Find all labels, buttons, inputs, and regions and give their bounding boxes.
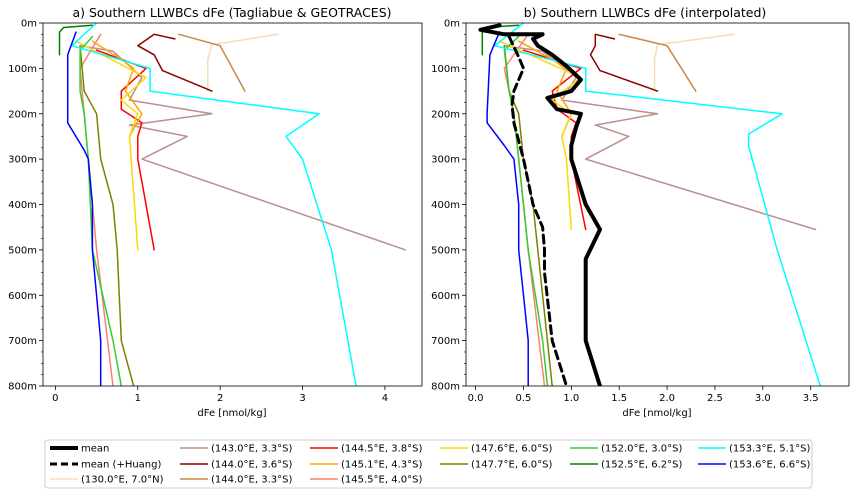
- legend-label: (153.6°E, 6.6°S): [729, 460, 810, 471]
- panel-b-series-5: [517, 40, 573, 138]
- panel-a-series-1: [79, 44, 407, 251]
- panel-b-title: b) Southern LLWBCs dFe (interpolated): [524, 5, 767, 20]
- panel-a-title: a) Southern LLWBCs dFe (Tagliabue & GEOT…: [72, 5, 391, 20]
- legend-label: mean: [81, 444, 109, 455]
- legend-label: (152.0°E, 3.0°S): [601, 444, 682, 455]
- panel-a-ytick-label: 200m: [8, 109, 37, 120]
- panel-a-ytick-label: 800m: [8, 382, 37, 393]
- legend-label: (147.6°E, 6.0°S): [471, 444, 552, 455]
- panel-b-ytick-label: 800m: [431, 382, 460, 393]
- panel-b-xtick-label: 1.0: [563, 393, 579, 404]
- panel-a-xtick-label: 2: [217, 393, 223, 404]
- panel-b-ytick-label: 0m: [444, 19, 460, 30]
- panel-b-xtick-label: 0.0: [468, 393, 484, 404]
- panel-b-series-9: [503, 35, 549, 386]
- panel-a-series-12: [66, 31, 102, 386]
- panel-a-series-6: [79, 33, 114, 386]
- panel-b: b) Southern LLWBCs dFe (interpolated) 0.…: [431, 5, 850, 419]
- legend-label: (153.3°E, 5.1°S): [729, 444, 810, 455]
- panel-b-ytick-label: 400m: [431, 200, 460, 211]
- panel-b-series-1: [503, 44, 817, 231]
- panel-a-ytick-label: 300m: [8, 155, 37, 166]
- panel-b-series-12: [486, 31, 529, 386]
- panel-a-xtick-label: 1: [135, 393, 141, 404]
- legend-label: (130.0°E, 7.0°N): [81, 475, 164, 486]
- panel-b-series-2: [589, 33, 659, 92]
- legend-label: (147.7°E, 6.0°S): [471, 460, 552, 471]
- panel-a-ytick-label: 400m: [8, 200, 37, 211]
- panel-b-series-14: [507, 35, 568, 386]
- legend: mean mean (+Huang) (130.0°E, 7.0°N) (143.0°…: [44, 439, 813, 489]
- panel-b-series-0: [653, 33, 735, 92]
- panel-b-series-11: [493, 23, 822, 386]
- panel-b-xlabel: dFe [nmol/kg]: [622, 408, 691, 419]
- panel-b-xtick-label: 0.5: [515, 393, 531, 404]
- panel-b-ytick-label: 500m: [431, 245, 460, 256]
- legend-label: (144.5°E, 3.8°S): [341, 444, 422, 455]
- panel-a-series-5: [91, 40, 143, 138]
- panel-b-series-13: [478, 23, 602, 386]
- panel-a-xtick-label: 0: [52, 393, 58, 404]
- panel-a-series-0: [207, 33, 279, 92]
- legend-frame: [44, 439, 813, 489]
- panel-b-xtick-label: 2.0: [659, 393, 675, 404]
- panel-a-series-10: [58, 24, 94, 56]
- panel-b-xtick-label: 3.0: [755, 393, 771, 404]
- panel-a-series-2: [137, 33, 213, 92]
- legend-label: (152.5°E, 6.2°S): [601, 460, 682, 471]
- legend-label: mean (+Huang): [81, 460, 161, 471]
- legend-label: (145.1°E, 4.3°S): [341, 460, 422, 471]
- panel-b-xtick-label: 1.5: [611, 393, 627, 404]
- panel-a-xtick-label: 4: [382, 393, 388, 404]
- legend-label: (143.0°E, 3.3°S): [211, 444, 292, 455]
- panel-a-ytick-label: 600m: [8, 291, 37, 302]
- panel-b-series-3: [618, 33, 697, 92]
- panel-a-ytick-label: 500m: [8, 245, 37, 256]
- panel-a-series-7: [75, 40, 147, 251]
- panel-b-ytick-label: 700m: [431, 336, 460, 347]
- panel-a-series-9: [79, 35, 123, 386]
- panel-b-ytick-label: 600m: [431, 291, 460, 302]
- legend-label: (144.0°E, 3.3°S): [211, 475, 292, 486]
- panel-a-ytick-label: 100m: [8, 64, 37, 75]
- panel-a: a) Southern LLWBCs dFe (Tagliabue & GEOT…: [8, 5, 423, 419]
- panel-b-ytick-label: 200m: [431, 109, 460, 120]
- panel-a-series-4: [95, 49, 155, 251]
- panel-a-xtick-label: 3: [299, 393, 305, 404]
- panel-b-xtick-label: 2.5: [707, 393, 723, 404]
- panel-a-series-3: [178, 33, 246, 92]
- panel-b-xtick-label: 3.5: [803, 393, 819, 404]
- panel-b-ytick-label: 300m: [431, 155, 460, 166]
- panel-a-series-11: [71, 23, 357, 386]
- legend-label: (145.5°E, 4.0°S): [341, 475, 422, 486]
- panel-a-series-8: [79, 44, 135, 386]
- panel-a-ytick-label: 0m: [21, 19, 37, 30]
- panel-a-xlabel: dFe [nmol/kg]: [197, 408, 266, 419]
- legend-label: (144.0°E, 3.6°S): [211, 460, 292, 471]
- panel-b-ytick-label: 100m: [431, 64, 460, 75]
- panel-a-ytick-label: 700m: [8, 336, 37, 347]
